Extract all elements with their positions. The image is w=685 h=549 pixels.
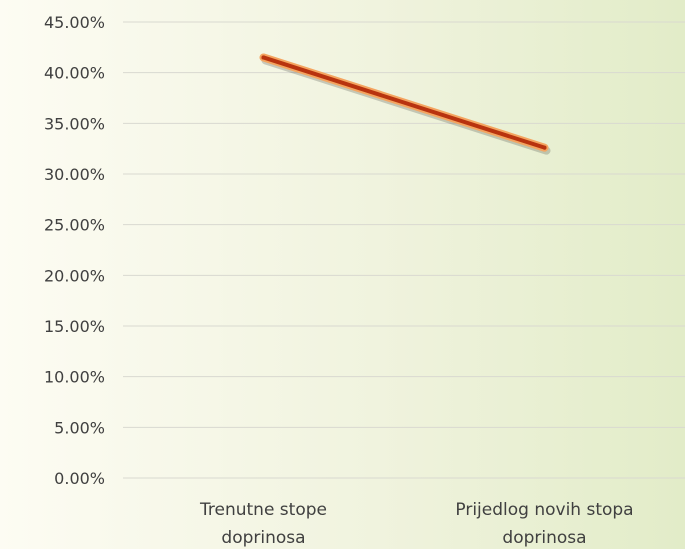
- data-point: [261, 55, 266, 60]
- y-tick-label: 5.00%: [54, 418, 105, 437]
- y-axis-tick-labels: 0.00% 5.00% 10.00% 15.00% 20.00% 25.00% 30.00%…: [44, 13, 105, 488]
- x-tick-label: Trenutne stope doprinosa: [199, 500, 327, 548]
- x-tick-label: Prijedlog novih stopa doprinosa: [455, 500, 633, 548]
- y-tick-label: 30.00%: [44, 165, 105, 184]
- y-tick-label: 20.00%: [44, 266, 105, 285]
- x-tick-label-line: Trenutne stope: [199, 500, 327, 520]
- data-point: [542, 145, 547, 150]
- gridlines: [123, 21, 685, 479]
- x-tick-label-line: doprinosa: [221, 528, 305, 548]
- x-tick-label-line: doprinosa: [502, 528, 586, 548]
- y-tick-label: 25.00%: [44, 216, 105, 235]
- x-tick-label-line: Prijedlog novih stopa: [455, 500, 633, 520]
- y-tick-label: 0.00%: [54, 469, 105, 488]
- y-tick-label: 10.00%: [44, 368, 105, 387]
- y-tick-label: 45.00%: [44, 13, 105, 32]
- y-tick-label: 40.00%: [44, 64, 105, 83]
- series-layer: [259, 53, 551, 155]
- y-tick-label: 35.00%: [44, 114, 105, 133]
- series-line: [261, 55, 547, 150]
- y-tick-label: 15.00%: [44, 317, 105, 336]
